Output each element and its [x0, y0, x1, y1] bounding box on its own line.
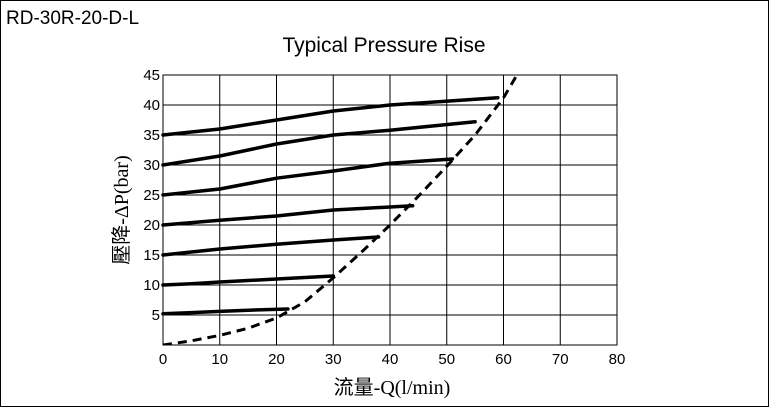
y-tick-label: 10	[143, 277, 160, 294]
chart-title: Typical Pressure Rise	[282, 34, 485, 57]
x-tick-label: 0	[159, 351, 167, 368]
x-tick-label: 70	[552, 351, 569, 368]
y-tick-label: 30	[143, 157, 160, 174]
pressure-curve-1	[161, 307, 290, 316]
y-axis-label: 壓降-ΔP(bar)	[110, 155, 133, 265]
pressure-curve-6	[161, 120, 477, 167]
data-series	[161, 73, 520, 345]
limit-curve-dashed	[163, 73, 520, 345]
pressure-curve-7	[161, 96, 500, 137]
model-label: RD-30R-20-D-L	[6, 8, 139, 29]
x-tick-label: 20	[268, 351, 285, 368]
pressure-curve-2	[161, 274, 336, 287]
y-tick-label: 15	[143, 247, 160, 264]
y-tick-label: 40	[143, 97, 160, 114]
x-axis-label: 流量-Q(l/min)	[334, 376, 451, 399]
tick-labels: 0 10 20 30 40 50 60 70 80 5 10 15 20 25 30 35 40 45	[143, 67, 625, 368]
y-tick-label: 45	[143, 67, 160, 84]
y-tick-label: 5	[152, 307, 160, 324]
x-tick-label: 50	[438, 351, 455, 368]
y-tick-label: 25	[143, 187, 160, 204]
x-tick-label: 10	[211, 351, 228, 368]
x-tick-label: 30	[325, 351, 342, 368]
y-tick-label: 20	[143, 217, 160, 234]
pressure-curve-4	[161, 204, 415, 227]
x-tick-label: 40	[382, 351, 399, 368]
grid	[162, 74, 618, 346]
pressure-curve-3	[161, 235, 381, 257]
x-tick-label: 60	[495, 351, 512, 368]
y-tick-label: 35	[143, 127, 160, 144]
pressure-curve-5	[161, 157, 455, 197]
x-tick-label: 80	[609, 351, 626, 368]
